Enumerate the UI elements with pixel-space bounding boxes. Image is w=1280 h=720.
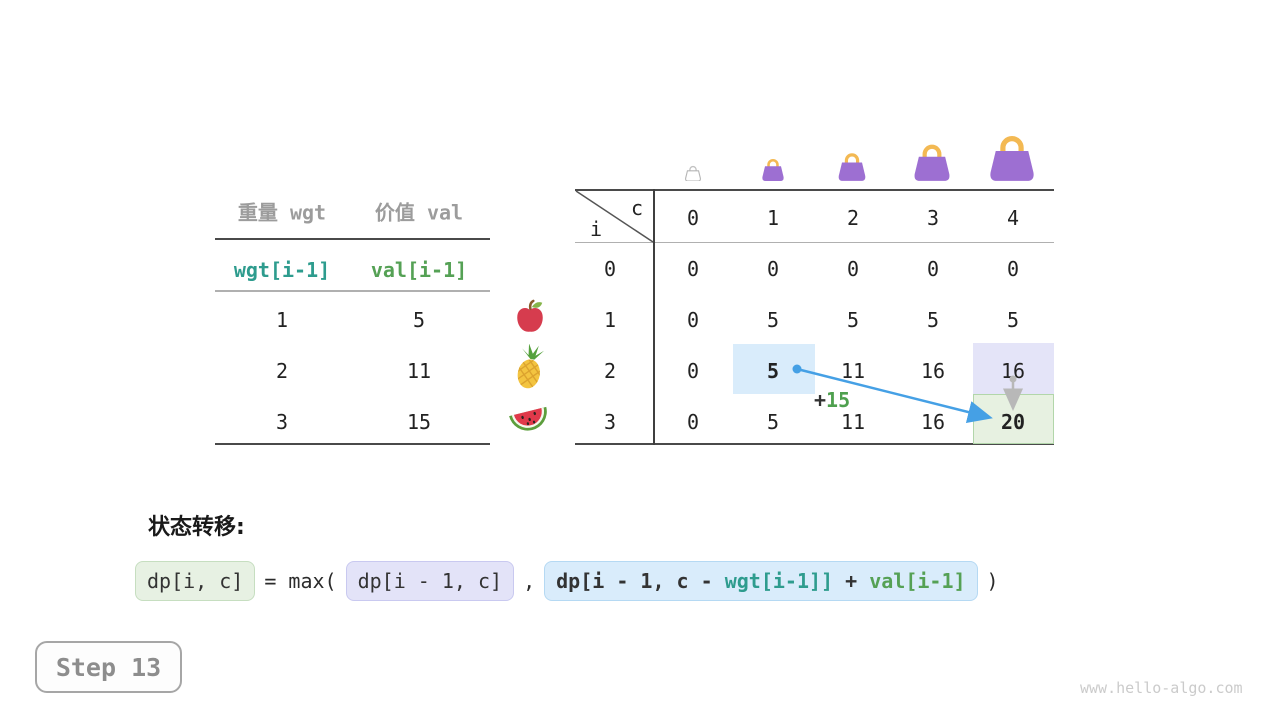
dp-col-header: 0: [686, 206, 700, 230]
dp-cell: 0: [686, 359, 700, 383]
dp-row-header: 2: [603, 359, 617, 383]
formula-option2-val: val[i-1]: [869, 569, 966, 593]
dp-cell: 0: [686, 308, 700, 332]
items-table-divider-bottom: [215, 443, 490, 445]
formula-option2-plus: +: [833, 569, 870, 593]
dp-col-header: 1: [766, 206, 780, 230]
dp-cell: 0: [766, 257, 780, 281]
formula-option2-dp: dp[i - 1, c -: [556, 569, 725, 593]
dp-cell: 0: [846, 257, 860, 281]
dp-cell: 16: [920, 410, 946, 434]
items-table-divider-top: [215, 238, 490, 240]
dp-cell: 0: [926, 257, 940, 281]
dp-cell: 5: [766, 410, 780, 434]
dp-cell: 0: [1006, 257, 1020, 281]
formula-close-paren: ): [986, 569, 999, 593]
item-weight-cell: 2: [275, 359, 289, 383]
dp-cell: 5: [1006, 308, 1020, 332]
add-value-annotation: +15: [814, 388, 850, 412]
watermark: www.hello-algo.com: [1080, 679, 1243, 697]
dp-table-corner-diagonal: [575, 190, 654, 243]
dp-cell: 0: [686, 410, 700, 434]
dp-cell: 11: [840, 410, 866, 434]
dp-table-top-border: [575, 189, 1054, 191]
dp-cell: 16: [920, 359, 946, 383]
dp-cell-source: 5: [766, 359, 780, 383]
items-table-divider-mid: [215, 290, 490, 292]
pineapple-icon: [512, 344, 548, 390]
dp-row-header: 1: [603, 308, 617, 332]
dp-col-header: 3: [926, 206, 940, 230]
dp-cell: 0: [686, 257, 700, 281]
formula-option2-chip: dp[i - 1, c - wgt[i-1]] + val[i-1]: [544, 561, 978, 601]
items-table-header-weight: 重量 wgt: [237, 200, 327, 225]
dp-cell-target: 20: [1000, 410, 1026, 434]
dp-col-header: 2: [846, 206, 860, 230]
dp-row-header: 3: [603, 410, 617, 434]
formula-lhs-chip: dp[i, c]: [135, 561, 256, 601]
formula-option1-chip: dp[i - 1, c]: [345, 561, 515, 601]
dp-cell: 5: [766, 308, 780, 332]
dp-col-header: 4: [1006, 206, 1020, 230]
bag-icon: [986, 134, 1038, 181]
items-table-var-val: val[i-1]: [370, 258, 468, 282]
dp-row-header: 0: [603, 257, 617, 281]
formula-eq-max: = max(: [264, 569, 337, 593]
bag-outline-icon: [684, 165, 702, 181]
dp-corner-col-var: c: [630, 196, 644, 220]
plus-sign: +: [814, 388, 827, 412]
bag-icon: [911, 143, 953, 181]
items-table-var-wgt: wgt[i-1]: [233, 258, 331, 282]
dp-table-header-divider: [575, 242, 1054, 243]
bag-icon: [760, 158, 786, 181]
formula-option2-wgt: wgt[i-1]]: [724, 569, 834, 593]
item-value-cell: 5: [412, 308, 426, 332]
bag-icon: [836, 152, 868, 181]
dp-cell: 11: [840, 359, 866, 383]
step-badge-label: Step 13: [55, 652, 162, 682]
item-value-cell: 15: [406, 410, 432, 434]
apple-icon: [513, 298, 547, 334]
dp-cell: 5: [926, 308, 940, 332]
dp-cell: 5: [846, 308, 860, 332]
item-weight-cell: 3: [275, 410, 289, 434]
items-table-header-value: 价值 val: [374, 200, 464, 225]
dp-table-vertical-divider: [653, 189, 655, 445]
dp-corner-row-var: i: [589, 217, 603, 241]
transition-heading: 状态转移:: [148, 515, 245, 540]
watermelon-icon: [508, 404, 550, 435]
dp-table-bottom-border: [575, 443, 1054, 445]
item-weight-cell: 1: [275, 308, 289, 332]
step-badge: Step 13: [35, 641, 182, 693]
added-value: 15: [826, 388, 851, 412]
item-value-cell: 11: [406, 359, 432, 383]
take-item-arrow: [796, 367, 993, 424]
transition-formula: dp[i, c] = max( dp[i - 1, c] , dp[i - 1,…: [135, 561, 999, 601]
formula-comma: ,: [523, 569, 536, 593]
